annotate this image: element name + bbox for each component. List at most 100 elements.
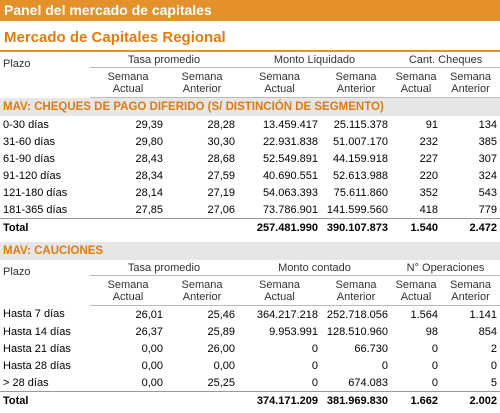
subheader: Semana Actual	[238, 67, 321, 98]
cell: 0,00	[141, 342, 163, 355]
cell: 0	[311, 359, 318, 372]
cell: 26,37	[135, 325, 163, 338]
total-cell: 1.662	[391, 391, 441, 409]
cell: 73.786.901	[262, 203, 318, 216]
cell: 28,28	[207, 118, 235, 131]
data-row: Hasta 21 días 0,00 26,00 0 66.730 0 2	[0, 340, 500, 357]
subheader-line: Actual	[264, 290, 295, 303]
row-label: 181-365 días	[3, 203, 68, 216]
data-row: 0-30 días 29,39 28,28 13.459.417 25.115.378 9…	[0, 116, 500, 133]
subheader-line: Semana	[395, 70, 437, 83]
cell: 0	[381, 359, 388, 372]
cell	[90, 218, 166, 236]
cell: 227	[419, 152, 438, 165]
data-row: 121-180 días 28,14 27,19 54.063.393 75.611.8…	[0, 184, 500, 201]
cell	[90, 391, 166, 409]
row-label: Hasta 7 días	[3, 308, 65, 321]
total-cell: 374.171.209	[238, 391, 321, 409]
cell: 28,43	[135, 152, 163, 165]
subheader: Semana Anterior	[166, 275, 238, 306]
cell: 27,06	[207, 203, 235, 216]
data-row: 31-60 días 29,80 30,30 22.931.838 51.007.170…	[0, 133, 500, 150]
cell: 0,00	[213, 359, 235, 372]
cell	[166, 391, 238, 409]
subtitle: Mercado de Capitales Regional	[0, 28, 500, 52]
subheader-line: Anterior	[451, 290, 490, 303]
cell: 134	[478, 118, 498, 131]
cell: 220	[419, 169, 438, 182]
total-cell: 257.481.990	[238, 218, 321, 236]
group-header-row: Plazo Tasa promedio Monto Liquidado Cant. C…	[0, 52, 500, 70]
cell: 385	[478, 135, 498, 148]
total-row: Total 374.171.209 381.969.830 1.662 2.002	[0, 391, 500, 409]
subheader-line: Semana	[181, 70, 223, 83]
subheader-line: Semana	[335, 70, 377, 83]
cell: 0,00	[141, 359, 163, 372]
cell: 25,25	[207, 376, 235, 389]
column-group: Monto contado	[238, 260, 391, 276]
subheader-line: Actual	[112, 290, 144, 303]
cell: 418	[419, 203, 438, 216]
row-label: Hasta 14 días	[3, 325, 71, 338]
column-group: Monto Liquidado	[238, 52, 391, 68]
cell: 26,01	[135, 308, 163, 321]
cell: 25,46	[207, 308, 235, 321]
subheader: Semana Actual	[238, 275, 321, 306]
subheader-line: Actual	[264, 82, 295, 95]
row-label: Plazo	[3, 58, 31, 70]
cell: 324	[478, 169, 498, 182]
subheader: Semana Actual	[391, 275, 441, 306]
cell: 44.159.918	[332, 152, 388, 165]
cell: 352	[419, 186, 438, 199]
cell: 543	[478, 186, 498, 199]
data-row: Hasta 28 días 0,00 0,00 0 0 0 0	[0, 357, 500, 374]
cell: 0	[431, 359, 438, 372]
section-title-row: MAV: CAUCIONES	[0, 242, 500, 260]
cell: 1.141	[469, 308, 498, 321]
subheader: Semana Actual	[90, 275, 166, 306]
subheader-line: Actual	[400, 290, 432, 303]
row-label: > 28 días	[3, 376, 49, 389]
total-label: Total	[0, 391, 90, 409]
cell: 52.549.891	[262, 152, 318, 165]
cell: 27,19	[207, 186, 235, 199]
cell: 9.953.991	[269, 325, 318, 338]
subheader-line: Semana	[259, 278, 300, 291]
subheader-row: Semana Actual Semana Anterior Semana Actual Se…	[0, 67, 500, 98]
cell: 252.718.056	[326, 308, 388, 321]
subheader-line: Actual	[400, 82, 432, 95]
total-row: Total 257.481.990 390.107.873 1.540 2.472	[0, 218, 500, 236]
row-label: 121-180 días	[3, 186, 68, 199]
cell: 0	[431, 376, 438, 389]
cell: 2	[490, 342, 498, 355]
cell: 25,89	[207, 325, 235, 338]
cell: 0	[490, 359, 498, 372]
cell: 51.007.170	[332, 135, 388, 148]
subheader-line: Anterior	[182, 82, 222, 95]
cell: 98	[425, 325, 438, 338]
section-title: MAV: CHEQUES DE PAGO DIFERIDO (S/ DISTIN…	[0, 97, 500, 116]
cell: 66.730	[354, 342, 388, 355]
cell	[166, 218, 238, 236]
total-cell: 381.969.830	[321, 391, 391, 409]
column-group: N° Operaciones	[391, 260, 500, 276]
row-label: Hasta 28 días	[3, 359, 71, 372]
header-title: Panel del mercado de capitales	[0, 0, 500, 21]
cell: 307	[478, 152, 498, 165]
cell: 0,00	[141, 376, 163, 389]
cell: 75.611.860	[333, 186, 388, 199]
cell: 232	[419, 135, 438, 148]
subheader: Semana Anterior	[321, 275, 391, 306]
subheader-line: Semana	[395, 278, 437, 291]
data-row: Hasta 7 días 26,01 25,46 364.217.218 252.718…	[0, 306, 500, 324]
total-cell: 2.002	[441, 391, 500, 409]
section-title-row: MAV: CHEQUES DE PAGO DIFERIDO (S/ DISTIN…	[0, 97, 500, 116]
total-label: Total	[0, 218, 90, 236]
cell: 364.217.218	[256, 308, 318, 321]
row-label: Hasta 21 días	[3, 342, 71, 355]
subheader-line: Semana	[335, 278, 377, 291]
subheader-line: Anterior	[336, 290, 376, 303]
data-row: 61-90 días 28,43 28,68 52.549.891 44.159.918…	[0, 150, 500, 167]
cell: 22.931.838	[262, 135, 318, 148]
